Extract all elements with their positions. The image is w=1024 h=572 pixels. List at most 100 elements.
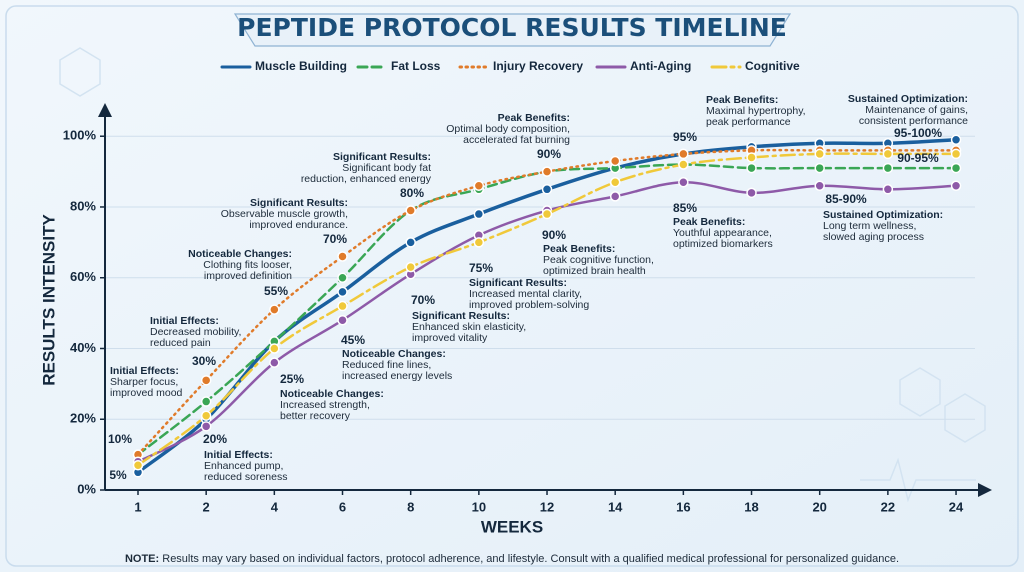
point-label: 90% — [537, 147, 561, 161]
point-label: 85-90% — [825, 192, 867, 206]
data-point — [200, 375, 212, 386]
annotation-heading: Peak Benefits: — [706, 94, 778, 106]
annotation-line: Sharper focus, — [110, 376, 178, 388]
point-label: 70% — [411, 293, 435, 307]
data-point — [337, 272, 348, 283]
data-point — [814, 162, 825, 174]
legend-label: Anti-Aging — [630, 59, 691, 73]
data-point — [882, 184, 894, 195]
data-point — [746, 162, 757, 174]
data-point — [541, 184, 553, 195]
data-point — [609, 155, 621, 167]
data-point — [678, 148, 689, 160]
annotation-line: Reduced fine lines, — [342, 359, 431, 371]
x-tick-label: 16 — [676, 499, 690, 514]
data-point — [200, 421, 212, 432]
annotation-heading: Significant Results: — [469, 277, 567, 289]
annotation-line: improved mood — [110, 387, 183, 399]
decor — [59, 47, 986, 503]
annotation-line: Maintenance of gains, — [865, 104, 968, 116]
x-tick-label: 6 — [339, 499, 346, 514]
frame — [5, 5, 1019, 567]
annotation-heading: Sustained Optimization: — [823, 209, 943, 221]
data-point — [405, 205, 416, 216]
annotation-line: slowed aging process — [823, 231, 924, 243]
point-label: 10% — [108, 432, 132, 446]
point-label: 20% — [203, 432, 227, 446]
annotation-heading: Peak Benefits: — [498, 112, 570, 124]
annotation-line: Peak cognitive function, — [543, 254, 654, 266]
point-label: 30% — [192, 354, 216, 368]
annotation-heading: Initial Effects: — [110, 365, 179, 377]
annotation-heading: Peak Benefits: — [543, 243, 615, 255]
y-tick-label: 60% — [70, 269, 96, 284]
legend-label: Muscle Building — [255, 59, 347, 73]
data-point — [882, 148, 894, 160]
annotation-heading: Noticeable Changes: — [280, 388, 384, 400]
legend-label: Cognitive — [745, 59, 800, 73]
data-point — [609, 191, 621, 202]
y-tick-label: 0% — [77, 481, 96, 496]
annotation-line: Increased mental clarity, — [469, 288, 582, 300]
data-point — [337, 314, 348, 326]
data-point — [269, 343, 280, 354]
annotation-line: consistent performance — [859, 115, 968, 127]
x-tick-label: 4 — [271, 499, 279, 514]
annotation-line: accelerated fat burning — [463, 134, 570, 146]
data-point — [337, 251, 348, 262]
y-tick-label: 80% — [70, 198, 96, 213]
data-point — [746, 187, 757, 199]
annotation-line: improved definition — [204, 270, 292, 282]
annotation-line: Clothing fits looser, — [203, 259, 292, 271]
x-tick-label: 24 — [949, 499, 964, 514]
data-point — [473, 237, 485, 248]
data-point — [337, 286, 348, 298]
data-point — [609, 176, 621, 188]
x-tick-label: 22 — [881, 499, 895, 514]
annotation-heading: Initial Effects: — [150, 315, 219, 327]
point-label: 85% — [673, 201, 697, 215]
data-point — [200, 396, 212, 407]
footnote: NOTE: Results may vary based on individu… — [125, 553, 899, 565]
annotation-line: Increased strength, — [280, 399, 370, 411]
x-tick-label: 2 — [203, 499, 210, 514]
data-point — [269, 304, 280, 315]
x-tick-label: 1 — [134, 499, 141, 514]
x-tick-label: 20 — [812, 499, 826, 514]
annotation-heading: Noticeable Changes: — [188, 248, 292, 260]
point-label: 75% — [469, 261, 493, 275]
data-point — [337, 300, 348, 312]
annotation-line: Significant body fat — [342, 162, 431, 174]
legend-label: Fat Loss — [391, 59, 441, 73]
y-axis-label: RESULTS INTENSITY — [39, 214, 58, 386]
x-tick-label: 10 — [472, 499, 486, 514]
data-point — [746, 152, 757, 163]
annotation-line: Long term wellness, — [823, 220, 916, 232]
point-label: 90-95% — [897, 151, 939, 165]
annotation-line: optimized brain health — [543, 265, 646, 277]
point-label: 95-100% — [894, 126, 942, 140]
data-point — [473, 180, 485, 192]
data-point — [541, 208, 553, 220]
y-tick-label: 100% — [63, 128, 97, 143]
annotation-heading: Significant Results: — [412, 310, 510, 322]
annotation-line: Enhanced skin elasticity, — [412, 321, 526, 333]
x-tick-label: 12 — [540, 499, 554, 514]
annotation-heading: Peak Benefits: — [673, 216, 745, 228]
point-label: 70% — [323, 232, 347, 246]
data-point — [678, 159, 689, 170]
point-label: 80% — [400, 186, 424, 200]
x-tick-label: 14 — [608, 499, 623, 514]
annotation-line: reduction, enhanced energy — [301, 173, 432, 185]
annotation-line: Enhanced pump, — [204, 460, 283, 472]
data-point — [678, 176, 689, 188]
data-point — [814, 148, 825, 160]
data-point — [950, 134, 962, 146]
annotation-heading: Noticeable Changes: — [342, 348, 446, 360]
annotation-line: Youthful appearance, — [673, 227, 772, 239]
series-line — [136, 148, 958, 456]
chart-title: PEPTIDE PROTOCOL RESULTS TIMELINE — [237, 13, 787, 42]
data-point — [269, 357, 280, 368]
data-point — [473, 208, 485, 220]
